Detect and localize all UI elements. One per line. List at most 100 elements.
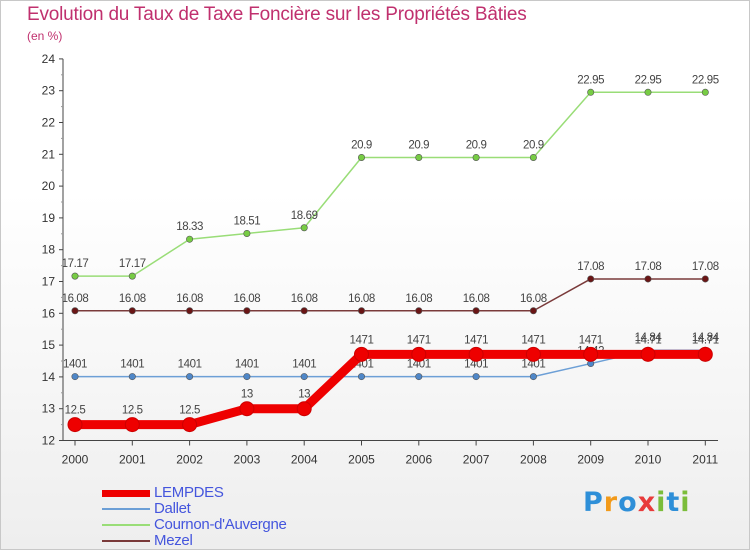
- data-label: 1401: [235, 359, 259, 371]
- data-label: 14.84: [635, 332, 663, 344]
- unit-label: (en %): [27, 29, 63, 43]
- y-tick-label: 18: [42, 243, 56, 257]
- data-point: [124, 417, 140, 433]
- data-label: 12.5: [65, 405, 86, 417]
- x-tick-label: 2010: [635, 453, 662, 467]
- series-line-dallet: [74, 349, 707, 378]
- legend-label: LEMPDES: [154, 484, 224, 501]
- data-label: 12.5: [179, 405, 200, 417]
- data-point: [587, 88, 595, 96]
- data-point: [71, 373, 79, 381]
- data-label: 1471: [407, 334, 431, 346]
- proxiti-logo: Proxiti: [583, 487, 691, 518]
- x-tick-label: 2005: [348, 453, 375, 467]
- data-label: 13: [298, 389, 310, 401]
- data-point: [472, 373, 480, 381]
- legend-label: Mezel: [154, 532, 193, 549]
- data-label: 18.33: [176, 221, 203, 233]
- data-label: 17.08: [577, 261, 604, 273]
- y-tick-label: 19: [42, 211, 56, 225]
- series-line-cournon-d'auvergne: [74, 91, 707, 277]
- data-label: 16.08: [463, 293, 490, 305]
- data-point: [186, 235, 194, 243]
- x-tick-label: 2009: [577, 453, 604, 467]
- series-line-mezel: [74, 278, 707, 312]
- x-tick-label: 2011: [692, 453, 718, 467]
- logo-letter: r: [603, 487, 619, 518]
- line-chart: 12 13 14 15 16 17 18 19 20 21 22 23 24 2000 2001 2002 20…: [42, 52, 720, 467]
- data-point: [186, 373, 194, 381]
- x-tick-label: 2003: [234, 453, 261, 467]
- data-point: [411, 346, 427, 362]
- data-label: 22.95: [635, 74, 662, 86]
- x-tick-label: 2008: [520, 453, 547, 467]
- data-point: [357, 307, 365, 315]
- data-point: [128, 373, 136, 381]
- y-tick-label: 21: [42, 147, 56, 161]
- y-tick-label: 23: [42, 84, 56, 98]
- data-point: [529, 373, 537, 381]
- data-label: 16.08: [405, 293, 432, 305]
- data-point: [296, 401, 312, 417]
- data-point: [182, 417, 198, 433]
- data-point: [697, 346, 713, 362]
- data-label: 20.9: [523, 139, 544, 151]
- data-point: [644, 88, 652, 96]
- y-tick-label: 22: [42, 116, 56, 130]
- data-point: [71, 307, 79, 315]
- logo-letter: t: [666, 487, 681, 518]
- data-point: [644, 275, 652, 283]
- y-tick-label: 17: [42, 275, 56, 289]
- legend-swatch: [102, 489, 150, 497]
- data-point: [529, 307, 537, 315]
- x-tick-label: 2004: [291, 453, 318, 467]
- data-label: 14.84: [692, 332, 720, 344]
- data-point: [415, 153, 423, 161]
- data-point: [415, 373, 423, 381]
- logo-letter: i: [680, 487, 691, 518]
- data-point: [300, 307, 308, 315]
- data-point: [468, 346, 484, 362]
- legend-item: LEMPDES: [102, 485, 402, 501]
- series-line-lempdes: [70, 349, 710, 430]
- data-label: 16.08: [520, 293, 547, 305]
- data-label: 16.08: [234, 293, 261, 305]
- y-tick-label: 12: [42, 434, 56, 448]
- data-point: [472, 153, 480, 161]
- chart-title: Evolution du Taux de Taxe Foncière sur l…: [27, 4, 527, 25]
- data-point: [300, 224, 308, 232]
- legend-swatch: [102, 524, 150, 526]
- data-label: 20.9: [408, 139, 429, 151]
- y-tick-label: 20: [42, 179, 56, 193]
- data-label: 1471: [464, 334, 488, 346]
- data-label: 20.9: [351, 139, 372, 151]
- y-tick-label: 15: [42, 338, 56, 352]
- data-point: [300, 373, 308, 381]
- data-label: 17.17: [119, 258, 146, 270]
- data-point: [583, 346, 599, 362]
- data-label: 1401: [521, 359, 545, 371]
- data-point: [529, 153, 537, 161]
- data-point: [354, 346, 369, 362]
- data-point: [243, 373, 251, 381]
- data-point: [186, 307, 194, 315]
- data-label: 16.08: [119, 293, 146, 305]
- data-label: 1401: [63, 359, 87, 371]
- legend-item: Mezel: [102, 533, 402, 549]
- data-label: 13: [241, 389, 253, 401]
- data-label: 12.5: [122, 405, 143, 417]
- data-point: [243, 307, 251, 315]
- legend-item: Cournon-d'Auvergne: [102, 517, 402, 533]
- legend-item: Dallet: [102, 501, 402, 517]
- logo-letter: x: [637, 487, 657, 518]
- data-label: 16.08: [176, 293, 203, 305]
- data-label: 1471: [350, 334, 374, 346]
- data-label: 1401: [292, 359, 316, 371]
- legend-label: Cournon-d'Auvergne: [154, 516, 287, 533]
- data-label: 22.95: [577, 74, 604, 86]
- x-tick-label: 2001: [119, 453, 146, 467]
- data-label: 17.08: [635, 261, 662, 273]
- data-label: 1471: [521, 334, 545, 346]
- logo-letter: i: [656, 487, 667, 518]
- y-tick-label: 14: [42, 370, 56, 384]
